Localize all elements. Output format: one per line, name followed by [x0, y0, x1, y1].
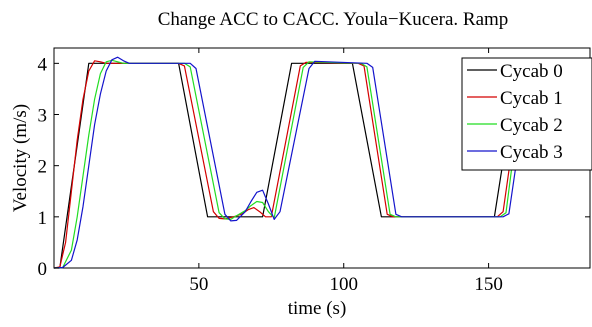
- x-tick-label: 100: [329, 274, 358, 295]
- legend-label-0: Cycab 0: [500, 61, 563, 82]
- series-line-2: [53, 59, 522, 269]
- tick-layer: 50 100 150 0 1 2 3 4: [38, 48, 590, 295]
- y-tick-label: 0: [38, 259, 48, 280]
- x-tick-label: 150: [474, 274, 503, 295]
- series-line-3: [53, 56, 524, 269]
- chart-title: Change ACC to CACC. Youla−Kucera. Ramp: [158, 9, 509, 30]
- series-layer: [53, 56, 524, 269]
- y-axis-label: Velocity (m/s): [10, 104, 31, 212]
- y-tick-label: 3: [38, 106, 48, 127]
- x-axis-label: time (s): [288, 298, 347, 319]
- legend-label-3: Cycab 3: [500, 142, 563, 163]
- y-tick-label: 1: [38, 208, 48, 229]
- legend: Cycab 0 Cycab 1 Cycab 2 Cycab 3: [461, 57, 592, 171]
- y-tick-label: 2: [38, 157, 48, 178]
- y-tick-label: 4: [38, 54, 48, 75]
- legend-label-1: Cycab 1: [500, 88, 563, 109]
- series-line-1: [53, 60, 522, 269]
- legend-label-2: Cycab 2: [500, 115, 563, 136]
- x-tick-label: 50: [189, 274, 208, 295]
